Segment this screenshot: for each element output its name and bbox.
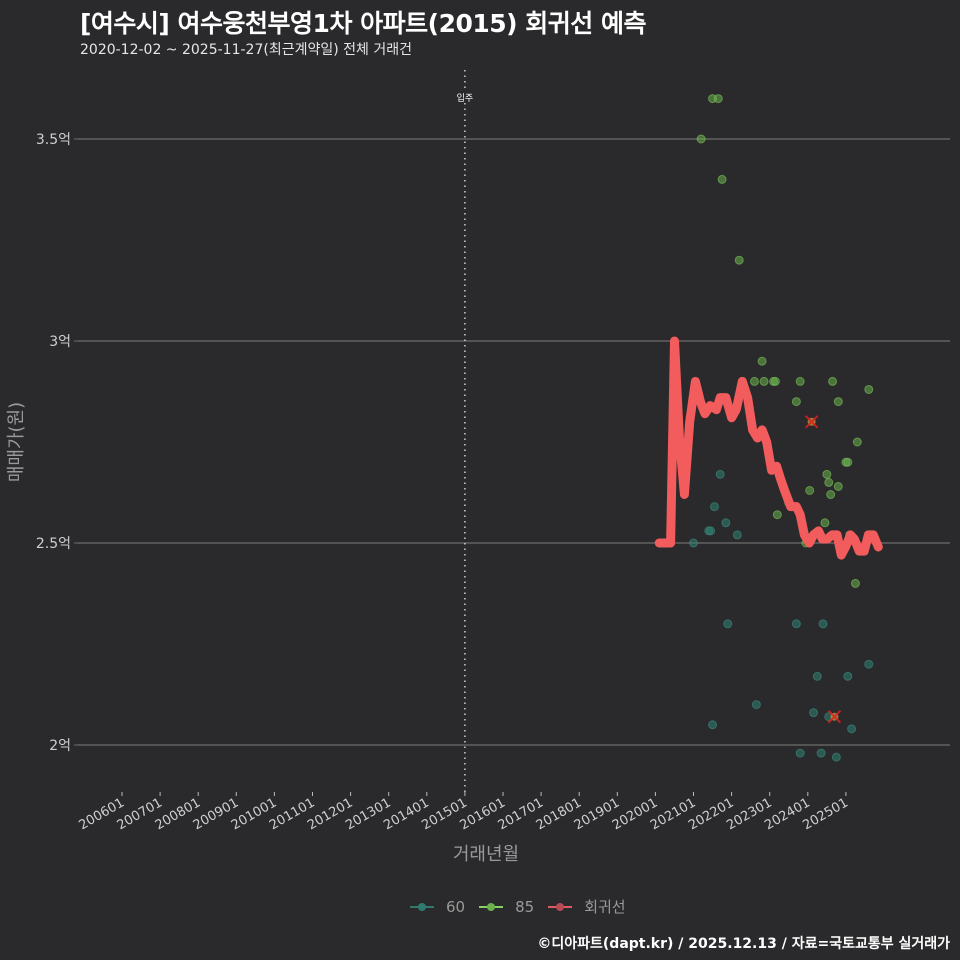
point-60: [751, 700, 761, 710]
legend-label-85: 85: [515, 897, 535, 916]
y-tick-label: 2억: [49, 738, 71, 754]
point-85: [770, 376, 780, 386]
y-tick-label: 3억: [49, 334, 71, 350]
legend-label-60: 60: [446, 897, 466, 916]
y-axis-title: 매매가(원): [6, 402, 27, 482]
point-85: [749, 376, 759, 386]
point-60: [818, 619, 828, 629]
point-85: [843, 457, 853, 467]
point-60: [721, 518, 731, 528]
point-60: [715, 469, 725, 479]
legend-item-regression[interactable]: 회귀선: [548, 896, 626, 917]
y-axis-ticks: 2억 2.5억 3억 3.5억: [36, 132, 78, 754]
point-85: [852, 437, 862, 447]
point-60: [706, 526, 716, 536]
point-85: [791, 397, 801, 407]
point-85: [828, 376, 838, 386]
point-60: [812, 671, 822, 681]
legend-key-85-icon: [479, 901, 504, 913]
point-85: [833, 397, 843, 407]
point-60: [864, 659, 874, 669]
point-60: [847, 724, 857, 734]
point-60: [708, 720, 718, 730]
move-in-label: 입주: [457, 92, 474, 104]
outlier-x-icon: [804, 415, 819, 429]
chart-subtitle: 2020-12-02 ~ 2025-11-27(최근계약일) 전체 거래건: [80, 42, 412, 58]
point-85: [824, 477, 834, 487]
point-85: [805, 485, 815, 495]
move-in-annotation: 입주: [454, 70, 475, 795]
point-85: [696, 134, 706, 144]
x-axis-title: 거래년월: [453, 844, 519, 865]
point-85: [820, 518, 830, 528]
point-60: [791, 619, 801, 629]
point-60: [723, 619, 733, 629]
point-85: [795, 376, 805, 386]
point-60: [689, 538, 698, 548]
point-85: [734, 255, 744, 265]
point-85: [864, 384, 874, 394]
point-85: [772, 510, 782, 520]
legend-item-85[interactable]: 85: [479, 898, 534, 916]
gridlines: [78, 138, 950, 746]
point-85: [717, 174, 727, 184]
outlier-markers: [804, 415, 842, 724]
point-60: [831, 752, 841, 762]
regression-line: [654, 336, 883, 560]
point-60: [809, 708, 819, 718]
point-85: [759, 376, 769, 386]
legend-label-regression: 회귀선: [584, 898, 626, 916]
point-60: [843, 671, 853, 681]
point-85: [826, 490, 836, 500]
point-60: [732, 530, 742, 540]
point-85: [713, 94, 723, 104]
x-axis-ticks: 2006012007012008012009012010012011012012…: [77, 792, 851, 833]
legend: 60 85 회귀선: [410, 896, 632, 917]
y-tick-label: 2.5억: [36, 536, 71, 552]
regression-path: [654, 336, 883, 560]
point-60: [816, 748, 826, 758]
outlier-x-icon: [827, 710, 842, 724]
point-85: [822, 469, 832, 479]
chart-title: [여수시] 여수웅천부영1차 아파트(2015) 회귀선 예측: [80, 9, 647, 38]
point-60: [709, 502, 719, 512]
point-60: [795, 748, 805, 758]
point-85: [757, 356, 767, 366]
legend-key-regression-icon: [548, 901, 573, 913]
legend-item-60[interactable]: 60: [410, 898, 465, 916]
source-caption: ©디아파트(dapt.kr) / 2025.12.13 / 자료=국토교통부 실…: [537, 936, 950, 952]
legend-key-60-icon: [410, 901, 434, 913]
y-tick-label: 3.5억: [36, 132, 71, 148]
point-85: [833, 481, 843, 491]
data-points: [689, 94, 874, 762]
point-85: [850, 578, 860, 588]
